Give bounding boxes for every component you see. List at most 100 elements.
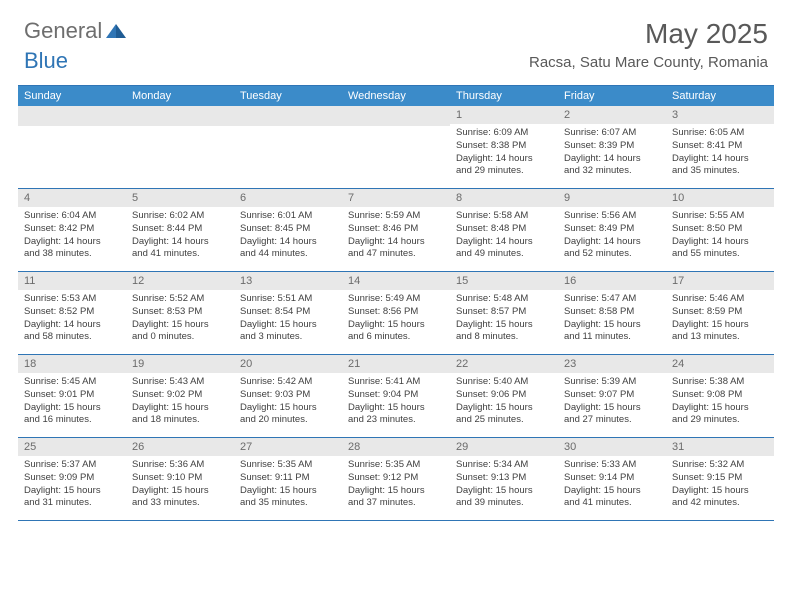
sunrise-text: Sunrise: 5:52 AM (132, 293, 228, 306)
day-details: Sunrise: 5:49 AMSunset: 8:56 PMDaylight:… (342, 290, 450, 348)
daylight-line1: Daylight: 15 hours (132, 319, 228, 332)
day-cell-2: 2Sunrise: 6:07 AMSunset: 8:39 PMDaylight… (558, 106, 666, 188)
day-details: Sunrise: 6:07 AMSunset: 8:39 PMDaylight:… (558, 124, 666, 182)
month-title: May 2025 (529, 18, 768, 50)
sunrise-text: Sunrise: 5:41 AM (348, 376, 444, 389)
daylight-line2: and 6 minutes. (348, 331, 444, 344)
sunrise-text: Sunrise: 6:02 AM (132, 210, 228, 223)
daylight-line2: and 16 minutes. (24, 414, 120, 427)
day-details: Sunrise: 6:05 AMSunset: 8:41 PMDaylight:… (666, 124, 774, 182)
daylight-line2: and 23 minutes. (348, 414, 444, 427)
daylight-line1: Daylight: 15 hours (564, 319, 660, 332)
day-number: 19 (126, 355, 234, 373)
day-cell-30: 30Sunrise: 5:33 AMSunset: 9:14 PMDayligh… (558, 438, 666, 520)
sunrise-text: Sunrise: 5:55 AM (672, 210, 768, 223)
daylight-line2: and 41 minutes. (132, 248, 228, 261)
empty-day-bar (18, 106, 126, 126)
weeks-container: 1Sunrise: 6:09 AMSunset: 8:38 PMDaylight… (18, 106, 774, 521)
daylight-line1: Daylight: 14 hours (348, 236, 444, 249)
daylight-line2: and 39 minutes. (456, 497, 552, 510)
week-row: 4Sunrise: 6:04 AMSunset: 8:42 PMDaylight… (18, 189, 774, 272)
sunrise-text: Sunrise: 5:47 AM (564, 293, 660, 306)
sunset-text: Sunset: 9:01 PM (24, 389, 120, 402)
daylight-line2: and 44 minutes. (240, 248, 336, 261)
day-details: Sunrise: 6:09 AMSunset: 8:38 PMDaylight:… (450, 124, 558, 182)
daylight-line2: and 49 minutes. (456, 248, 552, 261)
daylight-line1: Daylight: 15 hours (24, 485, 120, 498)
sunrise-text: Sunrise: 5:43 AM (132, 376, 228, 389)
daylight-line2: and 38 minutes. (24, 248, 120, 261)
daylight-line2: and 55 minutes. (672, 248, 768, 261)
sunset-text: Sunset: 9:04 PM (348, 389, 444, 402)
sunrise-text: Sunrise: 6:09 AM (456, 127, 552, 140)
daylight-line1: Daylight: 14 hours (24, 236, 120, 249)
day-details: Sunrise: 5:53 AMSunset: 8:52 PMDaylight:… (18, 290, 126, 348)
brand-triangle-icon (106, 20, 128, 43)
weekday-tuesday: Tuesday (234, 86, 342, 106)
day-number: 27 (234, 438, 342, 456)
day-number: 6 (234, 189, 342, 207)
sunrise-text: Sunrise: 6:07 AM (564, 127, 660, 140)
sunset-text: Sunset: 9:10 PM (132, 472, 228, 485)
weekday-saturday: Saturday (666, 86, 774, 106)
day-cell-9: 9Sunrise: 5:56 AMSunset: 8:49 PMDaylight… (558, 189, 666, 271)
day-details: Sunrise: 5:47 AMSunset: 8:58 PMDaylight:… (558, 290, 666, 348)
sunset-text: Sunset: 9:11 PM (240, 472, 336, 485)
sunset-text: Sunset: 8:56 PM (348, 306, 444, 319)
daylight-line1: Daylight: 14 hours (132, 236, 228, 249)
day-cell-17: 17Sunrise: 5:46 AMSunset: 8:59 PMDayligh… (666, 272, 774, 354)
day-number: 23 (558, 355, 666, 373)
sunrise-text: Sunrise: 5:35 AM (240, 459, 336, 472)
daylight-line1: Daylight: 14 hours (456, 236, 552, 249)
daylight-line2: and 35 minutes. (672, 165, 768, 178)
day-cell-16: 16Sunrise: 5:47 AMSunset: 8:58 PMDayligh… (558, 272, 666, 354)
daylight-line1: Daylight: 15 hours (24, 402, 120, 415)
sunrise-text: Sunrise: 5:49 AM (348, 293, 444, 306)
daylight-line1: Daylight: 14 hours (24, 319, 120, 332)
day-details: Sunrise: 5:58 AMSunset: 8:48 PMDaylight:… (450, 207, 558, 265)
sunset-text: Sunset: 8:50 PM (672, 223, 768, 236)
day-cell-12: 12Sunrise: 5:52 AMSunset: 8:53 PMDayligh… (126, 272, 234, 354)
day-number: 13 (234, 272, 342, 290)
sunrise-text: Sunrise: 5:45 AM (24, 376, 120, 389)
sunset-text: Sunset: 8:54 PM (240, 306, 336, 319)
day-number: 4 (18, 189, 126, 207)
sunset-text: Sunset: 8:41 PM (672, 140, 768, 153)
daylight-line2: and 52 minutes. (564, 248, 660, 261)
day-number: 5 (126, 189, 234, 207)
daylight-line2: and 32 minutes. (564, 165, 660, 178)
day-cell-empty (126, 106, 234, 188)
week-row: 18Sunrise: 5:45 AMSunset: 9:01 PMDayligh… (18, 355, 774, 438)
daylight-line2: and 58 minutes. (24, 331, 120, 344)
empty-day-bar (126, 106, 234, 126)
sunrise-text: Sunrise: 5:48 AM (456, 293, 552, 306)
daylight-line2: and 27 minutes. (564, 414, 660, 427)
day-cell-18: 18Sunrise: 5:45 AMSunset: 9:01 PMDayligh… (18, 355, 126, 437)
daylight-line2: and 8 minutes. (456, 331, 552, 344)
daylight-line2: and 0 minutes. (132, 331, 228, 344)
sunrise-text: Sunrise: 5:35 AM (348, 459, 444, 472)
sunset-text: Sunset: 8:42 PM (24, 223, 120, 236)
daylight-line2: and 41 minutes. (564, 497, 660, 510)
sunrise-text: Sunrise: 5:37 AM (24, 459, 120, 472)
day-number: 31 (666, 438, 774, 456)
day-cell-7: 7Sunrise: 5:59 AMSunset: 8:46 PMDaylight… (342, 189, 450, 271)
daylight-line2: and 25 minutes. (456, 414, 552, 427)
daylight-line2: and 3 minutes. (240, 331, 336, 344)
sunset-text: Sunset: 9:07 PM (564, 389, 660, 402)
sunset-text: Sunset: 8:48 PM (456, 223, 552, 236)
day-number: 25 (18, 438, 126, 456)
week-row: 25Sunrise: 5:37 AMSunset: 9:09 PMDayligh… (18, 438, 774, 521)
daylight-line2: and 33 minutes. (132, 497, 228, 510)
sunrise-text: Sunrise: 5:51 AM (240, 293, 336, 306)
day-details: Sunrise: 5:45 AMSunset: 9:01 PMDaylight:… (18, 373, 126, 431)
daylight-line1: Daylight: 14 hours (240, 236, 336, 249)
sunset-text: Sunset: 8:39 PM (564, 140, 660, 153)
day-details: Sunrise: 5:52 AMSunset: 8:53 PMDaylight:… (126, 290, 234, 348)
daylight-line1: Daylight: 15 hours (456, 319, 552, 332)
day-number: 17 (666, 272, 774, 290)
day-cell-22: 22Sunrise: 5:40 AMSunset: 9:06 PMDayligh… (450, 355, 558, 437)
sunrise-text: Sunrise: 5:42 AM (240, 376, 336, 389)
day-number: 8 (450, 189, 558, 207)
title-block: May 2025 Racsa, Satu Mare County, Romani… (529, 18, 768, 71)
